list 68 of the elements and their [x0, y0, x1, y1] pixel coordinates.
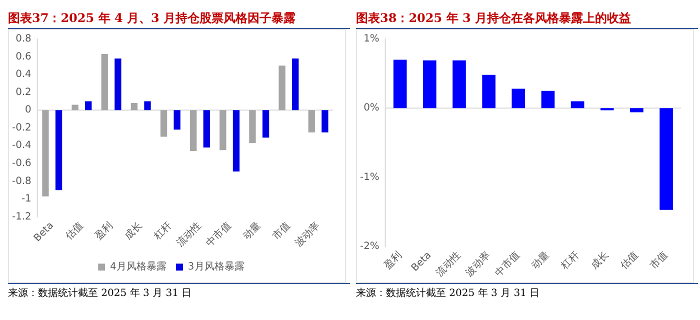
x-tick-label: 盈利	[92, 219, 116, 242]
bar	[72, 104, 78, 110]
x-tick-label: 盈利	[381, 249, 404, 272]
y-tick-label: 1%	[364, 34, 380, 44]
bar	[393, 60, 407, 108]
y-tick-label: 0.4	[16, 69, 32, 80]
source-note: 来源：数据统计截至 2025 年 3 月 31 日	[8, 283, 350, 302]
y-tick-label: -0.6	[12, 158, 32, 170]
bar	[512, 88, 526, 108]
x-tick-label: 估值	[64, 220, 86, 242]
x-tick-label: 流动性	[433, 249, 464, 279]
y-tick-label: -0.8	[12, 176, 32, 187]
bar	[278, 66, 286, 110]
x-tick-label: 波动率	[463, 249, 493, 279]
bar	[160, 110, 168, 137]
bar	[262, 110, 270, 138]
x-tick-label: 流动性	[174, 219, 204, 250]
bar	[660, 108, 673, 210]
bar	[541, 90, 555, 108]
x-tick-label: 估值	[618, 250, 641, 272]
y-tick-label: -1	[21, 194, 32, 205]
legend-label: 4月风格暴露	[110, 260, 166, 273]
x-tick-label: 成长	[122, 219, 145, 242]
bar	[190, 110, 197, 151]
bar	[308, 110, 315, 132]
x-tick-label: 动量	[241, 220, 264, 242]
x-tick-label: 中市值	[204, 219, 234, 250]
x-tick-label: 杠杆	[151, 219, 174, 243]
bar	[292, 58, 299, 110]
y-tick-label: -2%	[360, 241, 380, 252]
bar	[101, 54, 108, 110]
y-tick-label: 0.8	[16, 34, 32, 44]
bar	[630, 108, 644, 112]
y-tick-label: 0%	[364, 102, 380, 114]
x-tick-label: 市值	[648, 249, 670, 272]
bar	[232, 110, 240, 172]
bar	[130, 102, 138, 110]
bar	[482, 74, 496, 108]
x-tick-label: 波动率	[292, 219, 322, 250]
chart-title: 图表38：2025 年 3 月持仓在各风格暴露上的收益	[356, 8, 698, 29]
legend-label: 3月风格暴露	[188, 260, 244, 273]
bar	[203, 110, 210, 148]
bar	[423, 60, 436, 108]
x-tick-label: 市值	[270, 219, 293, 242]
x-tick-label: 中市值	[492, 249, 522, 279]
source-note: 来源：数据统计截至 2025 年 3 月 31 日	[356, 283, 698, 302]
bar	[220, 110, 226, 150]
x-tick-label: 杠杆	[558, 249, 582, 273]
bar	[114, 58, 122, 110]
x-tick-label: 动量	[530, 250, 552, 272]
bar	[55, 110, 62, 190]
y-tick-label: -1.2	[12, 211, 32, 222]
x-tick-label: 成长	[588, 249, 612, 272]
bar	[322, 110, 328, 132]
y-tick-label: 0	[25, 104, 32, 116]
bar	[144, 101, 151, 110]
y-tick-label: -0.2	[12, 122, 32, 134]
bar	[42, 110, 49, 196]
chart-title: 图表37：2025 年 4 月、3 月持仓股票风格因子暴露	[8, 8, 350, 29]
bar	[85, 101, 92, 110]
bar	[452, 60, 466, 108]
y-tick-label: 0.6	[16, 51, 32, 62]
y-tick-label: 0.2	[16, 86, 32, 98]
bar	[570, 101, 584, 108]
bar	[174, 110, 180, 130]
y-tick-label: -0.4	[12, 140, 32, 152]
bar	[249, 110, 256, 143]
y-tick-label: -1%	[360, 172, 380, 183]
